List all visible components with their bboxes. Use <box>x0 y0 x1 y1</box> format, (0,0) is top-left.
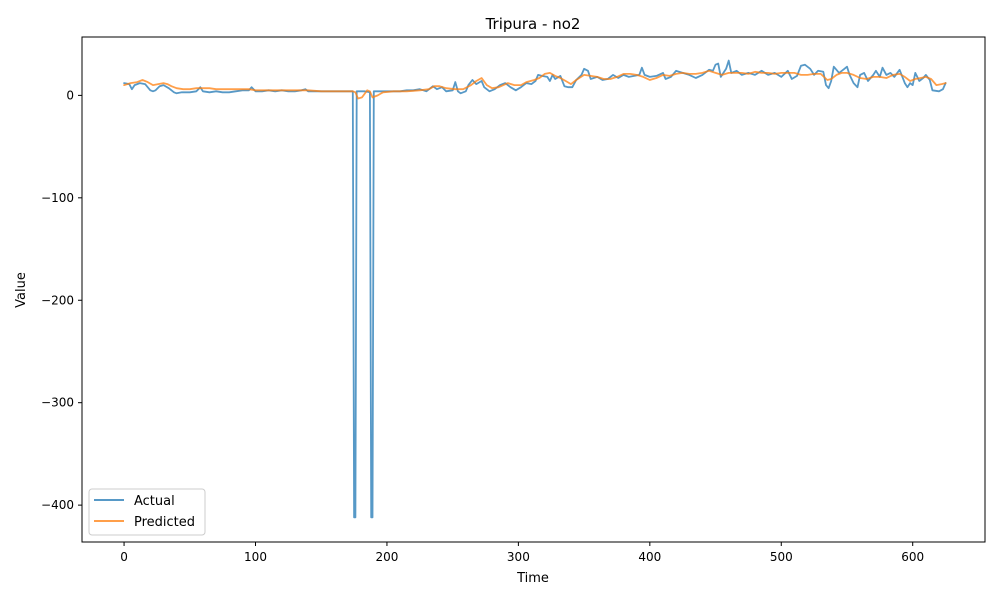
plot-area <box>81 36 986 543</box>
x-axis: 0 100 200 300 400 500 600 <box>120 542 924 564</box>
x-tick-label: 400 <box>638 550 661 564</box>
axes-frame <box>81 36 986 543</box>
y-tick-label: −400 <box>41 498 74 512</box>
series-layer <box>123 59 947 519</box>
chart-title: Tripura - no2 <box>485 15 581 33</box>
y-tick-label: −100 <box>41 191 74 205</box>
y-tick-label: −300 <box>41 396 74 410</box>
x-axis-label: Time <box>516 571 549 586</box>
legend-actual-label: Actual <box>134 494 175 509</box>
y-axis: −400 −300 −200 −100 0 <box>41 88 82 512</box>
y-axis-label: Value <box>14 272 29 308</box>
x-tick-label: 300 <box>507 550 530 564</box>
x-tick-label: 100 <box>244 550 267 564</box>
x-tick-label: 0 <box>120 550 128 564</box>
y-tick-label: 0 <box>66 88 74 102</box>
legend-predicted-label: Predicted <box>134 515 195 530</box>
x-tick-label: 500 <box>770 550 793 564</box>
series-line-predicted <box>123 69 947 100</box>
legend: Actual Predicted <box>88 488 206 536</box>
x-tick-label: 600 <box>901 550 924 564</box>
x-tick-label: 200 <box>375 550 398 564</box>
y-tick-label: −200 <box>41 293 74 307</box>
